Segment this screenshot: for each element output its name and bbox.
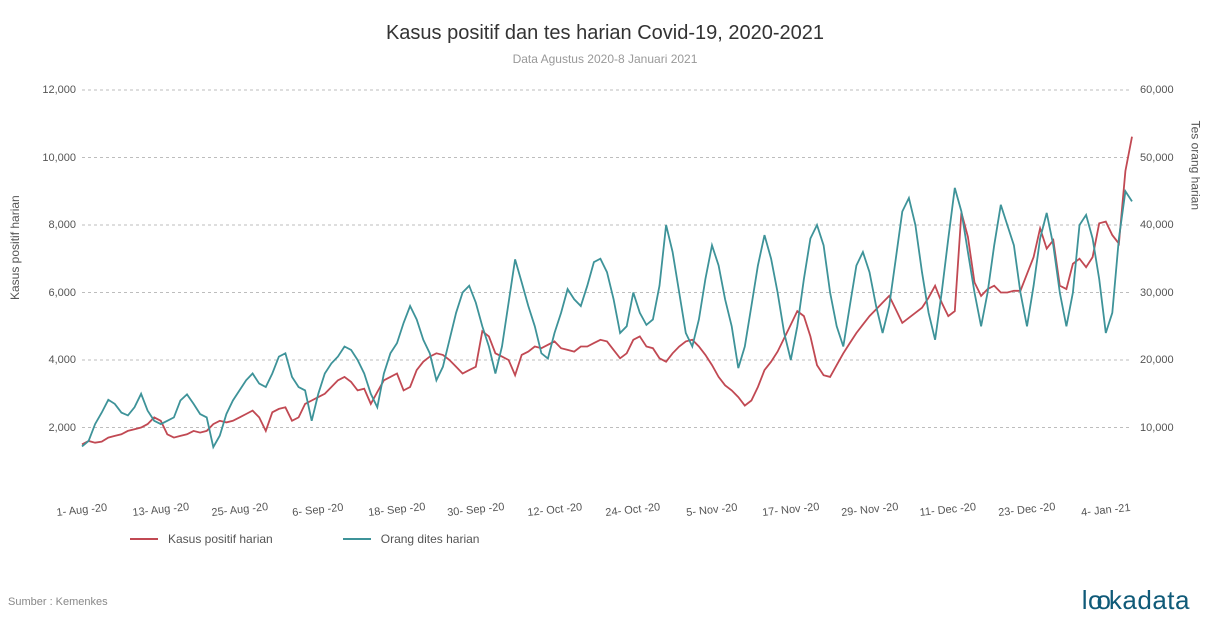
x-tick: 12- Oct -20 (526, 501, 582, 519)
chart-container: Kasus positif dan tes harian Covid-19, 2… (0, 0, 1210, 628)
y-tick-right: 50,000 (1140, 152, 1200, 164)
y-tick-left: 12,000 (6, 84, 76, 96)
legend-swatch (343, 538, 371, 541)
x-tick: 4- Jan -21 (1080, 502, 1131, 519)
x-tick: 23- Dec -20 (998, 501, 1056, 519)
x-tick: 1- Aug -20 (56, 502, 108, 519)
y-axis-right-title: Tes orang harian (1188, 121, 1202, 210)
legend: Kasus positif harian Orang dites harian (130, 532, 479, 546)
x-tick: 29- Nov -20 (840, 501, 898, 519)
chart-subtitle: Data Agustus 2020-8 Januari 2021 (0, 52, 1210, 66)
x-tick: 30- Sep -20 (446, 501, 504, 519)
legend-item: Orang dites harian (343, 532, 480, 546)
x-tick: 6- Sep -20 (292, 502, 344, 519)
y-tick-left: 8,000 (6, 219, 76, 231)
legend-label: Orang dites harian (381, 532, 480, 546)
y-tick-right: 20,000 (1140, 354, 1200, 366)
chart-title: Kasus positif dan tes harian Covid-19, 2… (0, 22, 1210, 45)
y-tick-left: 10,000 (6, 152, 76, 164)
legend-swatch (130, 538, 158, 541)
brand-suffix: kadata (1109, 585, 1190, 615)
plot-area (82, 90, 1132, 495)
brand-oo: oo (1088, 585, 1105, 616)
x-tick: 13- Aug -20 (132, 501, 190, 519)
x-tick: 17- Nov -20 (761, 501, 819, 519)
x-tick: 5- Nov -20 (686, 502, 738, 519)
y-tick-right: 40,000 (1140, 219, 1200, 231)
legend-label: Kasus positif harian (168, 532, 273, 546)
x-tick: 25- Aug -20 (210, 501, 268, 519)
y-axis-left-title: Kasus positif harian (8, 195, 22, 300)
brand-logo: lookadata (1082, 585, 1190, 616)
x-tick: 11- Dec -20 (919, 501, 977, 519)
y-tick-right: 60,000 (1140, 84, 1200, 96)
y-tick-right: 30,000 (1140, 287, 1200, 299)
y-tick-left: 4,000 (6, 354, 76, 366)
series-line (82, 188, 1132, 447)
y-tick-left: 6,000 (6, 287, 76, 299)
x-tick: 24- Oct -20 (605, 501, 661, 519)
legend-item: Kasus positif harian (130, 532, 273, 546)
y-tick-left: 2,000 (6, 422, 76, 434)
plot-svg (82, 90, 1132, 495)
y-tick-right: 10,000 (1140, 422, 1200, 434)
source-label: Sumber : Kemenkes (8, 596, 108, 608)
x-tick: 18- Sep -20 (368, 501, 426, 519)
